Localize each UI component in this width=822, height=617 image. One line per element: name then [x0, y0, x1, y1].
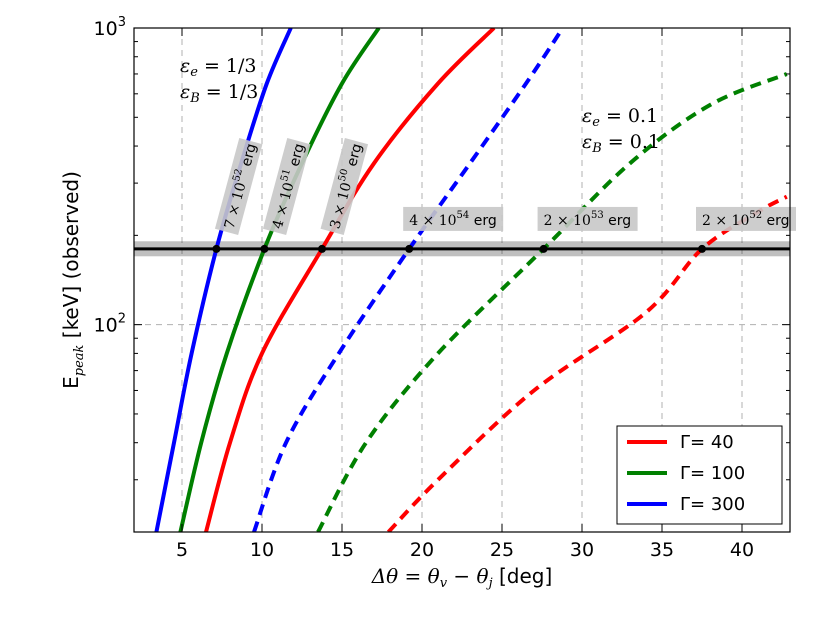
x-axis-label-unit: [deg]: [493, 564, 553, 588]
x-axis-label-sub-j: j: [486, 576, 493, 591]
y-tick-label: 103: [94, 15, 126, 40]
x-tick-label: 5: [176, 539, 188, 561]
legend-entry-gamma-100: Γ= 100: [627, 463, 745, 484]
energy-label: 2 × 1053 erg: [537, 206, 638, 231]
annotation-left-line1-sub: e: [190, 65, 198, 80]
annotation-right-line1-eq: = 0.1: [600, 105, 658, 127]
horizontal-band-layer: [134, 241, 790, 257]
y-axis-label-main: E: [59, 376, 83, 389]
annotation-left-line1-eq: = 1/3: [198, 55, 257, 77]
legend-entry-gamma-40: Γ= 40: [627, 432, 734, 453]
tick-layer: 5 10 15 20 25 30 35 40 102 103: [94, 15, 790, 561]
legend-label-gamma-300: Γ= 300: [680, 494, 745, 515]
x-axis-label-mid: − θ: [447, 564, 489, 588]
energy-label-box: [214, 137, 263, 235]
x-axis-label: Δθ = θv − θj [deg]: [371, 564, 553, 591]
energy-label: 3 × 1050 erg: [320, 137, 369, 235]
energy-label-box: [320, 137, 369, 235]
y-tick-label: 102: [94, 312, 126, 337]
legend-entry-gamma-300: Γ= 300: [627, 494, 745, 515]
energy-label: 7 × 1052 erg: [214, 137, 263, 235]
x-tick-label: 20: [410, 539, 434, 561]
svg-text:εB = 1/3: εB = 1/3: [180, 81, 258, 106]
y-axis-label-sub: peak: [72, 344, 87, 376]
x-tick-label: 15: [330, 539, 354, 561]
annotation-right-line2-symbol: ε: [582, 131, 592, 153]
energy-label-box: [537, 206, 638, 231]
annotation-right-line1-symbol: ε: [582, 105, 592, 127]
intersection-marker: [698, 244, 706, 253]
svg-text:εB = 0.1: εB = 0.1: [582, 131, 660, 156]
annotation-left-line2-eq: = 1/3: [200, 81, 259, 103]
series-gamma-40-dashed: [386, 194, 788, 532]
energy-label-box: [696, 206, 796, 231]
energy-label: 4 × 1051 erg: [262, 137, 311, 235]
y-axis-label: Epeak [keV] (observed): [59, 171, 87, 389]
x-tick-label: 10: [250, 539, 274, 561]
annotation-right-line2-eq: = 0.1: [602, 131, 660, 153]
svg-text:εe = 0.1: εe = 0.1: [582, 105, 658, 130]
annotation-left-line2-sub: B: [189, 91, 200, 106]
intersection-marker: [539, 244, 548, 253]
plot-frame: [133, 27, 791, 533]
x-tick-label: 35: [650, 539, 674, 561]
x-tick-label: 40: [730, 539, 754, 561]
intersection-marker: [405, 244, 414, 253]
x-tick-label: 25: [490, 539, 514, 561]
annotation-left-line2-symbol: ε: [180, 81, 190, 103]
marker-layer: [212, 244, 706, 253]
energy-label-text: 4 × 1054 erg: [409, 210, 497, 229]
annotation-left-line1-symbol: ε: [180, 55, 190, 77]
intersection-marker: [212, 244, 221, 253]
energy-label-box: [262, 137, 311, 235]
series-gamma-300-solid: [154, 28, 293, 532]
series-gamma-40-solid: [204, 28, 496, 532]
energy-label-text: 2 × 1052 erg: [702, 210, 790, 229]
y-axis-label-rest: [keV] (observed): [59, 171, 83, 345]
legend: Γ= 40 Γ= 100 Γ= 300: [616, 425, 783, 525]
x-axis-label-math: Δθ = θ: [371, 564, 440, 588]
annotation-right-line2-sub: B: [591, 141, 602, 156]
legend-label-gamma-40: Γ= 40: [680, 432, 734, 453]
annotation-left: εe = 1/3 εB = 1/3: [180, 55, 258, 106]
intersection-marker: [260, 244, 269, 253]
x-axis-label-sub-v: v: [440, 576, 448, 591]
energy-label-text: 2 × 1053 erg: [544, 210, 632, 229]
svg-text:εe = 1/3: εe = 1/3: [180, 55, 256, 80]
series-gamma-100-dashed: [316, 72, 788, 532]
energy-label: 4 × 1054 erg: [403, 206, 504, 231]
annotation-right-line1-sub: e: [592, 115, 600, 130]
energy-label: 2 × 1052 erg: [696, 206, 796, 231]
intersection-marker: [318, 244, 326, 253]
energy-label-box: [403, 206, 504, 231]
annotation-right: εe = 0.1 εB = 0.1: [582, 105, 660, 156]
legend-label-gamma-100: Γ= 100: [680, 463, 745, 484]
series-gamma-300-dashed: [252, 28, 565, 532]
x-tick-label: 30: [570, 539, 594, 561]
